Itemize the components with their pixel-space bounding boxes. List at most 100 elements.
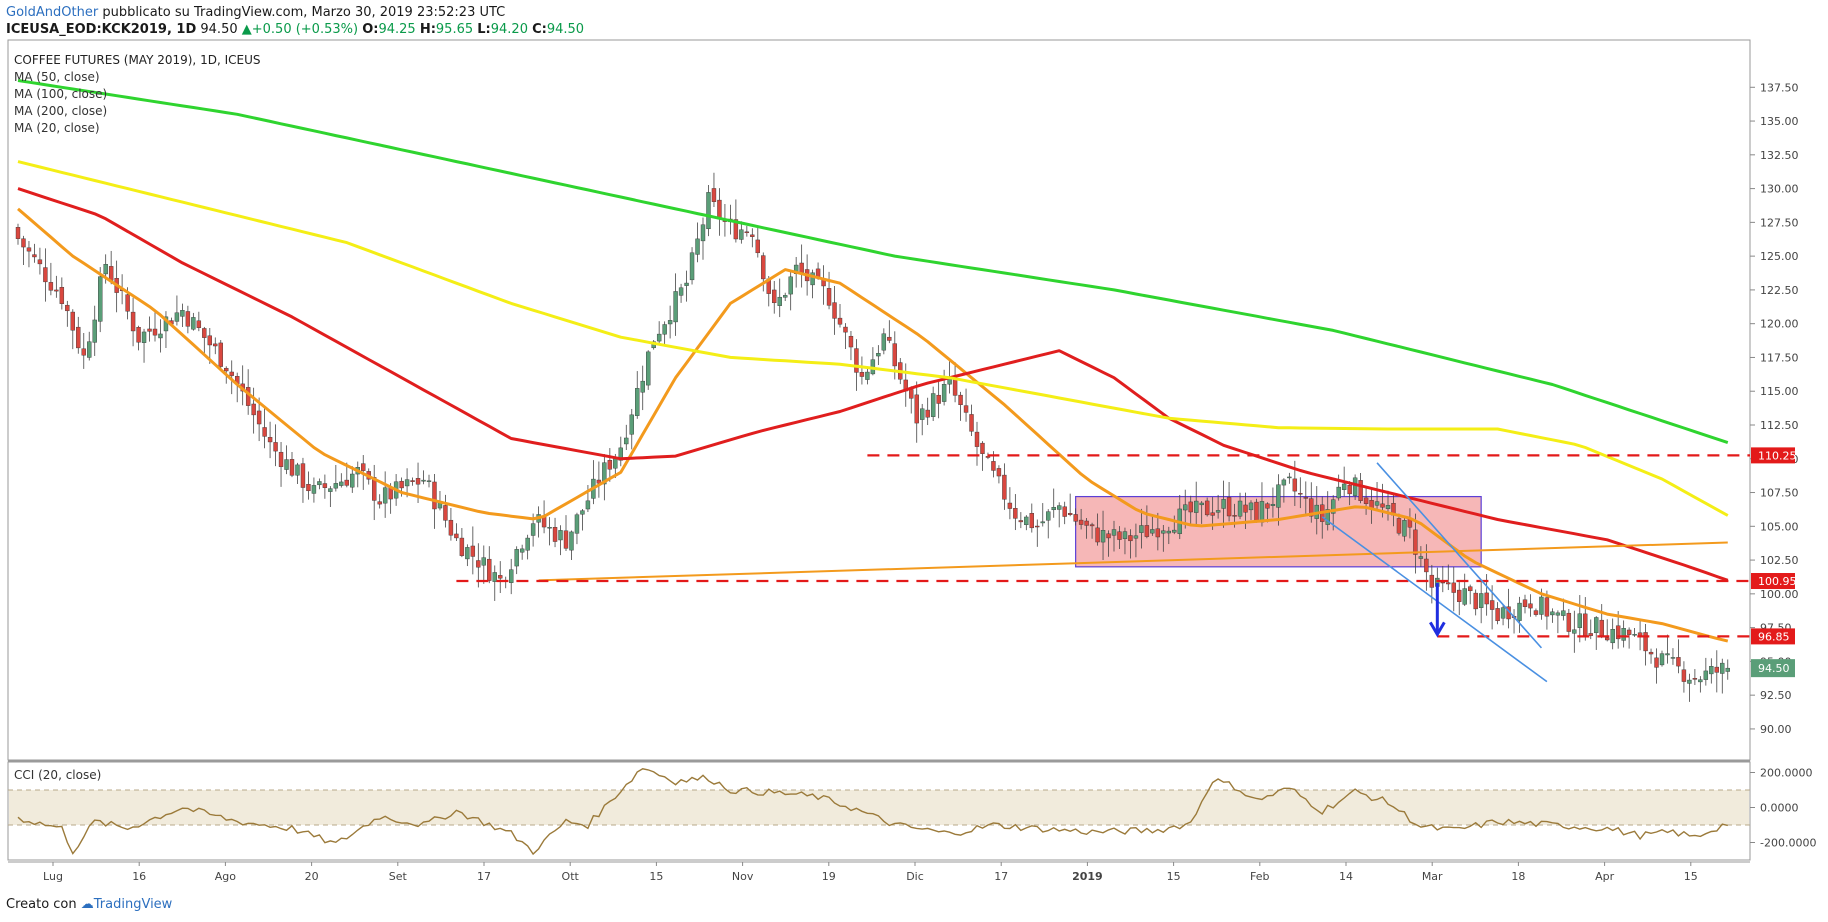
candle-down (1533, 610, 1539, 615)
candle-up (1199, 502, 1204, 506)
candle-down (1007, 502, 1013, 509)
x-tick-label: 16 (132, 870, 146, 883)
candle-down (152, 328, 158, 336)
x-tick-label: Set (389, 870, 408, 883)
candle-down (1210, 512, 1215, 516)
candle-down (1676, 657, 1681, 667)
candle-down (1643, 632, 1648, 652)
candle-down (229, 371, 234, 376)
y-tick-label: 112.50 (1760, 419, 1799, 432)
candle-down (974, 431, 980, 447)
symbol-name: ICEUSA_EOD:KCK2019, 1D (6, 22, 197, 37)
support-trendline (538, 541, 1728, 582)
cci-band (9, 790, 1749, 825)
tradingview-brand[interactable]: TradingView (93, 897, 173, 912)
candle-up (1709, 666, 1714, 675)
candle-down (733, 219, 739, 240)
candle-down (750, 234, 755, 237)
x-tick-label: Dic (906, 870, 924, 883)
last-price: 94.50 (200, 22, 238, 37)
candle-down (1363, 497, 1369, 505)
candle-up (1385, 505, 1391, 509)
candle-down (1681, 669, 1687, 682)
candle-down (1528, 603, 1533, 609)
candle-up (339, 481, 344, 486)
candle-down (207, 335, 213, 346)
candle-up (941, 384, 947, 402)
candle-down (1396, 518, 1402, 534)
candle-down (1495, 608, 1500, 622)
candle-up (930, 393, 936, 417)
candle-up (876, 353, 881, 357)
y-tick-label: 135.00 (1760, 115, 1799, 128)
candle-up (656, 333, 662, 342)
candle-down (454, 533, 459, 539)
candle-down (459, 537, 465, 556)
candle-down (65, 304, 70, 312)
candle-down (289, 459, 295, 476)
candle-down (936, 394, 941, 404)
candle-up (635, 388, 640, 416)
candle-down (744, 231, 750, 234)
candle-up (1270, 503, 1276, 506)
candle-up (311, 485, 317, 494)
candle-down (21, 238, 26, 248)
candle-up (700, 224, 706, 242)
candle-up (865, 371, 870, 380)
ma50-line (17, 187, 1729, 582)
candle-up (1577, 613, 1583, 628)
candle-down (267, 437, 273, 443)
ma20-line (17, 207, 1729, 643)
candle-up (1550, 611, 1555, 616)
candle-up (350, 473, 355, 488)
author-link[interactable]: GoldAndOther (6, 5, 99, 20)
candle-down (1226, 497, 1232, 517)
candle-up (525, 537, 530, 551)
price-level-tag (1751, 628, 1795, 645)
low-value: 94.20 (490, 22, 528, 37)
open-value: 94.25 (378, 22, 416, 37)
candle-down (1440, 581, 1446, 584)
candle-down (1243, 504, 1248, 513)
candle-down (909, 389, 914, 399)
candle-down (470, 545, 476, 557)
candle-up (1056, 505, 1062, 510)
candle-up (1215, 510, 1221, 513)
candle-up (673, 291, 678, 323)
candle-up (574, 514, 580, 534)
x-tick-label: 15 (1684, 870, 1698, 883)
candle-up (1259, 501, 1265, 523)
candle-down (125, 294, 130, 312)
candle-down (1188, 501, 1193, 513)
candle-down (1084, 520, 1089, 526)
candle-up (1555, 612, 1561, 616)
candle-up (1172, 529, 1177, 533)
candle-up (1402, 520, 1407, 537)
candle-down (799, 262, 804, 273)
candle-down (48, 282, 54, 291)
candle-down (59, 287, 65, 304)
candle-up (1703, 670, 1709, 680)
candle-down (361, 463, 366, 471)
candle-down (43, 267, 48, 283)
candle-up (1281, 479, 1287, 486)
created-with: Creato con (6, 897, 77, 912)
candle-up (421, 479, 426, 482)
candle-down (1413, 529, 1418, 555)
last-price-label: 94.50 (1758, 662, 1790, 675)
candle-down (832, 302, 837, 319)
candle-up (1594, 617, 1599, 634)
high-label: H: (419, 22, 436, 37)
close-label: C: (532, 22, 547, 37)
candle-up (646, 351, 651, 386)
y-tick-label: 137.50 (1760, 81, 1799, 94)
ma-legend-item: MA (100, close) (14, 87, 107, 101)
x-tick-label: 18 (1511, 870, 1525, 883)
candle-up (1248, 502, 1254, 511)
candle-down (1692, 678, 1698, 680)
candle-up (295, 464, 300, 476)
candle-down (399, 480, 404, 489)
candle-down (859, 372, 865, 377)
candle-down (914, 394, 919, 424)
